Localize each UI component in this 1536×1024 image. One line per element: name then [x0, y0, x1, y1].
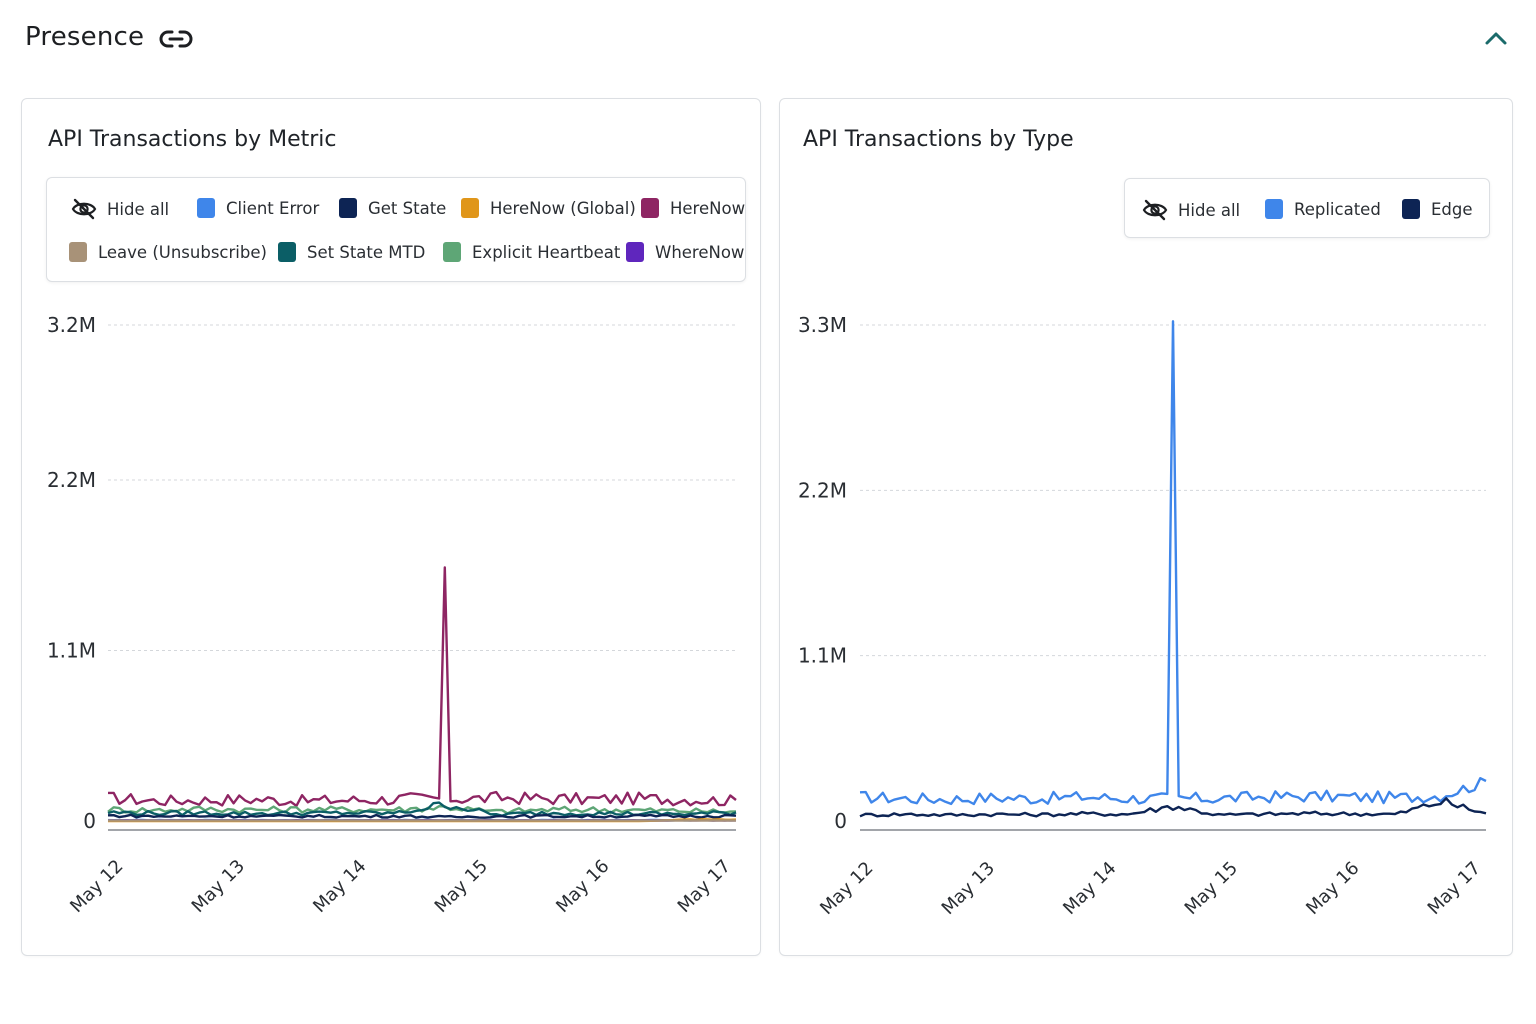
series-line-set-state-mtd: [107, 801, 737, 817]
hide-all-button[interactable]: Hide all: [71, 198, 169, 220]
x-tick-label: May 16: [552, 856, 613, 917]
chart-legend: Hide all Replicated Edge: [1124, 178, 1490, 238]
legend-swatch: [626, 242, 644, 262]
x-tick-label: May 16: [1302, 858, 1363, 919]
legend-label: Leave (Unsubscribe): [98, 242, 267, 262]
hide-all-button[interactable]: Hide all: [1142, 199, 1240, 221]
x-tick-label: May 12: [66, 856, 127, 917]
legend-item-herenow[interactable]: HereNow: [641, 198, 745, 218]
section-title: Presence: [25, 22, 145, 52]
x-tick-label: May 17: [674, 856, 735, 917]
legend-swatch: [1402, 199, 1420, 219]
legend-item-get-state[interactable]: Get State: [339, 198, 446, 218]
chart-card-metric: API Transactions by Metric Hide all Clie…: [21, 98, 761, 956]
section-header: Presence: [0, 0, 1536, 80]
legend-swatch: [197, 198, 215, 218]
legend-label: Replicated: [1294, 199, 1381, 219]
y-tick-label: 0: [834, 809, 847, 833]
y-tick-label: 1.1M: [47, 639, 96, 663]
eye-off-icon: [71, 198, 97, 220]
chevron-up-icon: [1485, 32, 1507, 45]
legend-swatch: [461, 198, 479, 218]
copy-link-button[interactable]: [158, 24, 194, 54]
chart-card-type: API Transactions by Type Hide all Replic…: [779, 98, 1513, 956]
legend-swatch: [278, 242, 296, 262]
chart-type: 3.3M 2.2M 1.1M 0 May 12 May 13 May 14 May 15 May…: [798, 313, 1487, 919]
legend-item-explicit-heartbeat[interactable]: Explicit Heartbeat: [443, 242, 620, 262]
legend-swatch: [69, 242, 87, 262]
series-line-get-state: [107, 813, 737, 819]
legend-swatch: [1265, 199, 1283, 219]
x-tick-label: May 14: [309, 856, 370, 917]
x-tick-label: May 13: [938, 858, 999, 919]
x-tick-label: May 14: [1059, 858, 1120, 919]
y-tick-label: 3.2M: [47, 313, 96, 337]
hide-all-label: Hide all: [1178, 200, 1241, 220]
chart-metric: 3.2M 2.2M 1.1M 0 May 12 May 13 May 14 May 15 May…: [47, 313, 737, 917]
legend-item-replicated[interactable]: Replicated: [1265, 199, 1381, 219]
legend-item-client-error[interactable]: Client Error: [197, 198, 319, 218]
legend-label: WhereNow: [655, 242, 745, 262]
legend-label: HereNow (Global): [490, 198, 636, 218]
legend-swatch: [339, 198, 357, 218]
y-tick-label: 2.2M: [798, 478, 847, 502]
legend-label: Client Error: [226, 198, 320, 218]
x-tick-label: May 17: [1424, 858, 1485, 919]
legend-swatch: [641, 198, 659, 218]
y-tick-label: 3.3M: [798, 313, 847, 337]
collapse-section-button[interactable]: [1480, 22, 1512, 54]
series-line-edge: [859, 797, 1487, 818]
x-tick-label: May 15: [431, 856, 492, 917]
hide-all-label: Hide all: [107, 199, 170, 219]
legend-item-herenow-global[interactable]: HereNow (Global): [461, 198, 636, 218]
legend-label: Get State: [368, 198, 447, 218]
legend-item-edge[interactable]: Edge: [1402, 199, 1473, 219]
series-line-herenow: [108, 566, 737, 808]
legend-label: HereNow: [670, 198, 746, 218]
chart-title: API Transactions by Metric: [48, 127, 337, 152]
series-line-replicated: [859, 320, 1487, 806]
legend-label: Edge: [1431, 199, 1473, 219]
legend-label: Set State MTD: [307, 242, 426, 262]
y-tick-label: 0: [83, 809, 96, 833]
x-tick-label: May 13: [188, 856, 249, 917]
chart-title: API Transactions by Type: [803, 127, 1074, 152]
legend-item-leave-unsubscribe[interactable]: Leave (Unsubscribe): [69, 242, 267, 262]
legend-swatch: [443, 242, 461, 262]
legend-item-wherenow[interactable]: WhereNow: [626, 242, 744, 262]
y-tick-label: 2.2M: [47, 468, 96, 492]
legend-item-set-state-mtd[interactable]: Set State MTD: [278, 242, 425, 262]
y-tick-label: 1.1M: [798, 644, 847, 668]
series-line-explicit-heartbeat: [107, 805, 737, 815]
x-tick-label: May 12: [816, 858, 877, 919]
x-tick-label: May 15: [1181, 858, 1242, 919]
legend-label: Explicit Heartbeat: [472, 242, 621, 262]
chart-legend: Hide all Client Error Get State HereNow …: [46, 177, 746, 282]
link-icon: [159, 30, 193, 48]
eye-off-icon: [1142, 199, 1168, 221]
